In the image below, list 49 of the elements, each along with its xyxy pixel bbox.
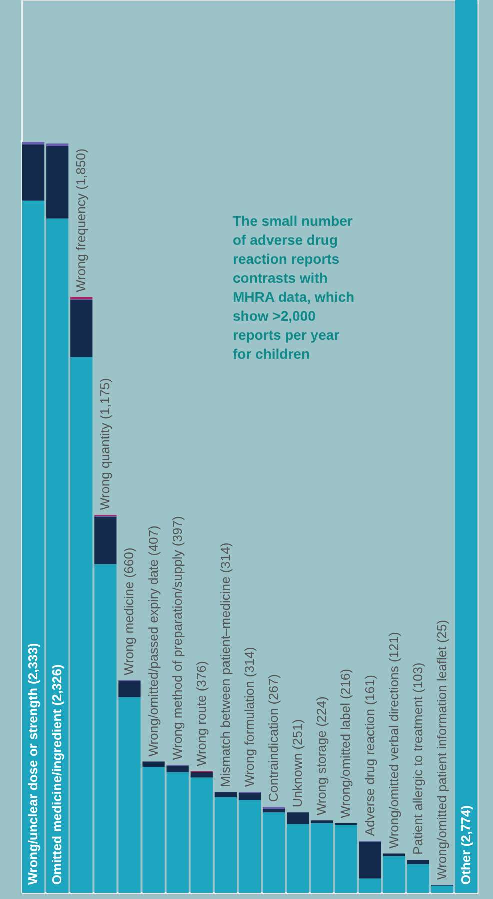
bar: [166, 772, 189, 893]
x-tick-label: Wrong quantity (1,175): [98, 378, 113, 510]
bar: [190, 778, 213, 893]
x-tick-label: Wrong method of preparation/supply (397): [170, 516, 185, 760]
x-tick-label: Wrong/unclear dose or strength (2,333): [26, 643, 41, 885]
bar: [287, 812, 310, 824]
bar: [214, 792, 238, 798]
x-tick-label: Adverse drug reaction (161): [362, 675, 378, 836]
x-tick-label: Wrong frequency (1,850): [74, 148, 89, 292]
annotation: The small number of adverse drug reaction reports contrasts with MHRA data, which show >2,000 reports per year for children: [233, 213, 355, 362]
x-tick-label: Omitted medicine/ingredient (2,326): [50, 664, 65, 885]
x-tick-label: Contraindication (267): [266, 674, 282, 802]
x-tick-label: Wrong/omitted patient information leaflet (25): [434, 620, 450, 880]
x-tick-label: Wrong medicine (660): [122, 548, 137, 676]
bar: [214, 797, 238, 893]
bar: [166, 766, 189, 772]
x-tick-label: Wrong route (376): [194, 661, 209, 767]
x-tick-label: Other (2,774): [458, 806, 474, 885]
bar: [431, 886, 454, 893]
bar: [94, 517, 117, 564]
bar: [46, 144, 69, 146]
bar: [455, 0, 478, 893]
bar: [262, 812, 286, 893]
x-tick-label: Wrong/omitted verbal directions (121): [386, 632, 402, 849]
bar: [407, 864, 430, 893]
x-tick-label: Unknown (251): [290, 719, 306, 808]
x-tick-label: Wrong/omitted/passed expiry date (407): [146, 526, 161, 757]
bar: [46, 146, 69, 219]
bar: [238, 800, 262, 893]
bar: [311, 823, 334, 893]
bar: [22, 144, 45, 201]
bar: [311, 820, 334, 824]
bar: [407, 860, 430, 864]
bar: [46, 218, 69, 893]
bar: [22, 142, 45, 145]
bar: [238, 792, 262, 800]
bar: [70, 300, 93, 358]
x-tick-label: Wrong storage (224): [314, 696, 330, 816]
bar: [142, 762, 165, 768]
x-tick-label: Wrong formulation (314): [242, 647, 257, 788]
bar: [118, 681, 141, 698]
bar: [262, 809, 286, 813]
bar: [70, 357, 93, 893]
bar: [22, 200, 45, 893]
bar: [287, 824, 310, 893]
x-tick-label: Mismatch between patient–medicine (314): [218, 542, 233, 788]
bar: [190, 772, 213, 778]
x-tick-label: Patient allergic to treatment (103): [410, 662, 426, 855]
x-tick-label: Wrong/omitted label (216): [338, 669, 354, 818]
